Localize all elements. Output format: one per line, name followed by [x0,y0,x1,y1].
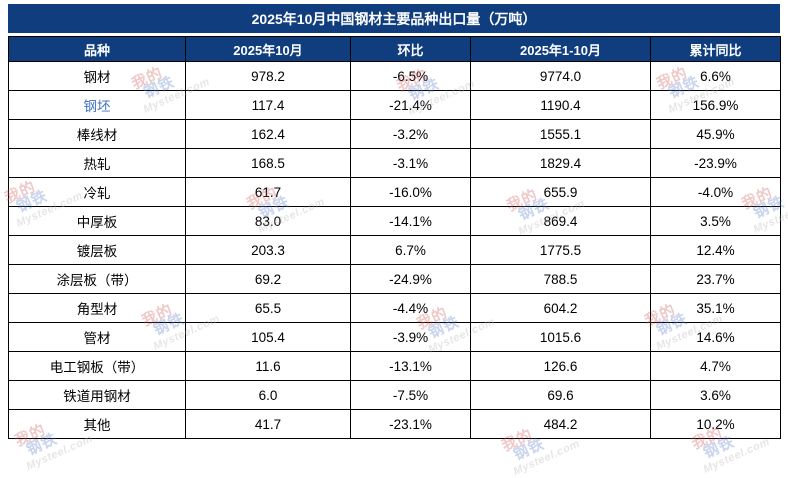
value-cell: -23.9% [650,148,781,178]
mysteel-watermark-text: Mysteel.com [24,432,95,473]
value-cell: 65.5 [185,293,351,323]
table-row: 钢坯 117.4 -21.4% 1190.4 156.9% [8,90,781,120]
variety-cell: 中厚板 [8,206,186,236]
value-cell: 203.3 [185,235,351,265]
value-cell: 9774.0 [470,61,651,91]
value-cell: 61.7 [185,177,351,207]
value-cell: 105.4 [185,322,351,352]
value-cell: 12.4% [650,235,781,265]
value-cell: 3.5% [650,206,781,236]
value-cell: -3.9% [350,322,471,352]
value-cell: 655.9 [470,177,651,207]
variety-cell: 棒线材 [8,119,186,149]
header-row: 品种 2025年10月 环比 2025年1-10月 累计同比 [8,36,781,62]
table-row: 棒线材 162.4 -3.2% 1555.1 45.9% [8,119,781,149]
variety-cell: 角型材 [8,293,186,323]
mysteel-watermark-text: Mysteel.com [511,437,582,478]
value-cell: 484.2 [470,409,651,439]
value-cell: 3.6% [650,380,781,410]
table-row: 其他 41.7 -23.1% 484.2 10.2% [8,409,781,439]
value-cell: 6.7% [350,235,471,265]
variety-cell: 涂层板（带） [8,264,186,294]
value-cell: 978.2 [185,61,351,91]
value-cell: 14.6% [650,322,781,352]
table-body: 钢材 978.2 -6.5% 9774.0 6.6% 钢坯 117.4 -21.4% 1190.… [8,61,781,439]
value-cell: 4.7% [650,351,781,381]
value-cell: 69.6 [470,380,651,410]
variety-cell: 其他 [8,409,186,439]
table-row: 镀层板 203.3 6.7% 1775.5 12.4% [8,235,781,265]
column-header-1: 品种 [8,36,186,62]
value-cell: 604.2 [470,293,651,323]
variety-cell: 钢材 [8,61,186,91]
value-cell: 788.5 [470,264,651,294]
variety-cell: 冷轧 [8,177,186,207]
variety-cell: 电工钢板（带） [8,351,186,381]
value-cell: 156.9% [650,90,781,120]
table-row: 钢材 978.2 -6.5% 9774.0 6.6% [8,61,781,91]
value-cell: -23.1% [350,409,471,439]
table-row: 中厚板 83.0 -14.1% 869.4 3.5% [8,206,781,236]
value-cell: -4.0% [650,177,781,207]
value-cell: -3.1% [350,148,471,178]
table-row: 铁道用钢材 6.0 -7.5% 69.6 3.6% [8,380,781,410]
steel-export-table: 品种 2025年10月 环比 2025年1-10月 累计同比 钢材 978.2 -6.5% 9… [8,36,781,439]
value-cell: 869.4 [470,206,651,236]
value-cell: -21.4% [350,90,471,120]
value-cell: 1190.4 [470,90,651,120]
column-header-5: 累计同比 [650,36,781,62]
table-title: 2025年10月中国钢材主要品种出口量（万吨） [8,4,780,33]
table-header: 品种 2025年10月 环比 2025年1-10月 累计同比 [8,36,781,62]
value-cell: 10.2% [650,409,781,439]
variety-cell: 铁道用钢材 [8,380,186,410]
value-cell: -14.1% [350,206,471,236]
value-cell: -13.1% [350,351,471,381]
value-cell: 126.6 [470,351,651,381]
column-header-3: 环比 [350,36,471,62]
value-cell: 1015.6 [470,322,651,352]
value-cell: 69.2 [185,264,351,294]
table-row: 涂层板（带） 69.2 -24.9% 788.5 23.7% [8,264,781,294]
variety-cell: 镀层板 [8,235,186,265]
table-row: 热轧 168.5 -3.1% 1829.4 -23.9% [8,148,781,178]
value-cell: -3.2% [350,119,471,149]
value-cell: 6.0 [185,380,351,410]
value-cell: 11.6 [185,351,351,381]
report-page: 2025年10月中国钢材主要品种出口量（万吨） 品种 2025年10月 环比 2025… [0,4,788,478]
value-cell: 45.9% [650,119,781,149]
value-cell: 1775.5 [470,235,651,265]
value-cell: -16.0% [350,177,471,207]
variety-link-cell[interactable]: 钢坯 [8,90,186,120]
value-cell: -6.5% [350,61,471,91]
variety-cell: 热轧 [8,148,186,178]
column-header-4: 2025年1-10月 [470,36,651,62]
value-cell: -4.4% [350,293,471,323]
table-row: 冷轧 61.7 -16.0% 655.9 -4.0% [8,177,781,207]
value-cell: 1829.4 [470,148,651,178]
value-cell: -7.5% [350,380,471,410]
value-cell: 168.5 [185,148,351,178]
value-cell: -24.9% [350,264,471,294]
table-row: 角型材 65.5 -4.4% 604.2 35.1% [8,293,781,323]
variety-cell: 管材 [8,322,186,352]
value-cell: 6.6% [650,61,781,91]
value-cell: 35.1% [650,293,781,323]
mysteel-watermark-text: Mysteel.com [701,435,772,476]
table-row: 管材 105.4 -3.9% 1015.6 14.6% [8,322,781,352]
value-cell: 41.7 [185,409,351,439]
value-cell: 23.7% [650,264,781,294]
value-cell: 117.4 [185,90,351,120]
value-cell: 83.0 [185,206,351,236]
table-row: 电工钢板（带） 11.6 -13.1% 126.6 4.7% [8,351,781,381]
value-cell: 162.4 [185,119,351,149]
value-cell: 1555.1 [470,119,651,149]
column-header-2: 2025年10月 [185,36,351,62]
